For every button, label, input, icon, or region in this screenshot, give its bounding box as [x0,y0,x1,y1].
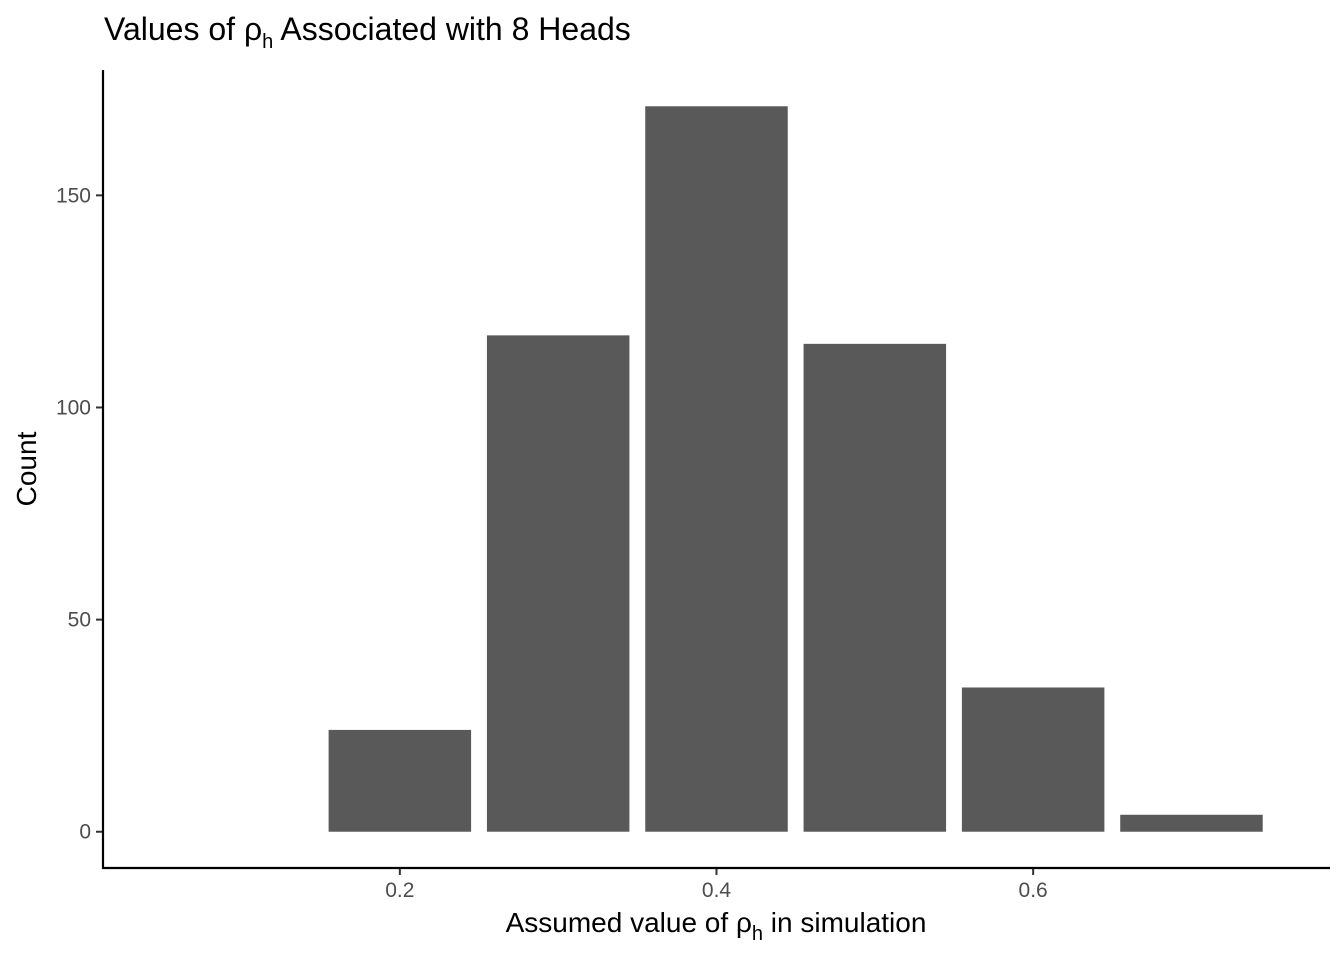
bar-0.6 [961,687,1105,832]
y-tick-label: 100 [56,396,91,419]
x-axis-title-suffix: in simulation [763,907,926,938]
bar-0.4 [645,106,788,832]
bar-0.5 [803,343,947,832]
bar-0.7 [1120,814,1263,832]
y-tick-label: 50 [68,609,91,632]
chart-title-suffix: Associated with 8 Heads [273,11,631,47]
bar-0.3 [486,335,630,832]
chart-title-prefix: Values of ρ [104,11,262,47]
x-tick-label: 0.6 [1019,879,1048,902]
y-tick-label: 150 [56,184,91,207]
y-tick-label: 0 [79,821,91,844]
chart-title-subscript: h [262,31,273,53]
x-tick-label: 0.2 [385,879,414,902]
x-axis-title: Assumed value of ρh in simulation [506,907,927,945]
chart-title: Values of ρh Associated with 8 Heads [104,11,631,53]
y-axis-ticks: 0 50 100 150 [56,184,103,844]
bars-group [328,106,1263,832]
x-axis-title-subscript: h [752,923,763,945]
x-axis-title-prefix: Assumed value of ρ [506,907,752,938]
y-axis-title: Count [11,431,42,506]
x-tick-label: 0.4 [702,879,732,902]
x-axis-ticks: 0.2 0.4 0.6 [385,868,1048,902]
bar-0.2 [328,729,472,832]
